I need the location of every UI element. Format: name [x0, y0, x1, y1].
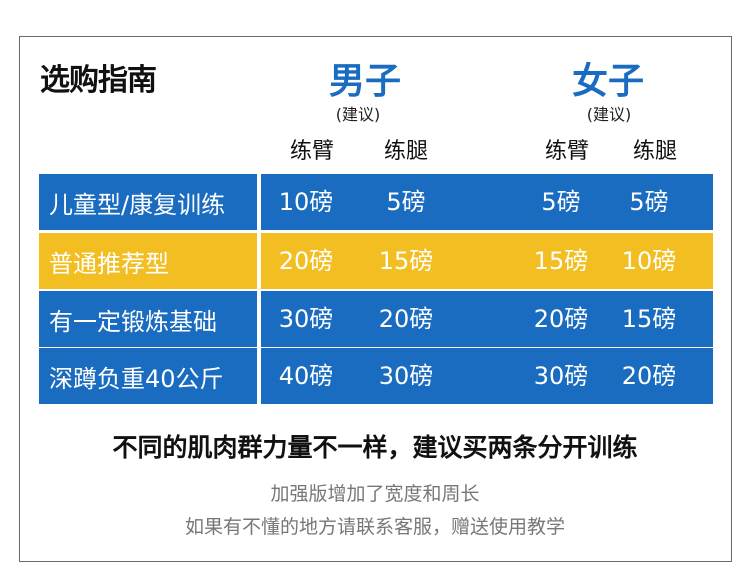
women-arm-value: 5磅	[541, 188, 581, 216]
row-values: 10磅 5磅 5磅 5磅	[261, 174, 713, 230]
table-row: 深蹲负重40公斤 40磅 30磅 30磅 20磅	[39, 348, 713, 404]
women-header: 女子	[571, 61, 644, 102]
men-arm-value: 40磅	[278, 362, 334, 390]
row-label: 普通推荐型	[39, 233, 257, 289]
women-leg-header: 练腿	[632, 139, 677, 164]
row-label: 深蹲负重40公斤	[39, 348, 257, 404]
men-subheader: (建议)	[335, 105, 381, 124]
row-values: 40磅 30磅 30磅 20磅	[261, 348, 713, 404]
men-arm-value: 30磅	[278, 305, 334, 333]
guide-frame	[19, 36, 732, 562]
row-label: 有一定锻炼基础	[39, 291, 257, 347]
men-arm-header: 练臂	[289, 139, 334, 164]
men-arm-value: 10磅	[278, 188, 334, 216]
women-leg-value: 10磅	[621, 247, 677, 275]
women-arm-header: 练臂	[544, 139, 589, 164]
women-arm-value: 15磅	[533, 247, 589, 275]
men-header: 男子	[328, 61, 401, 102]
note-line-1: 加强版增加了宽度和周长	[270, 483, 480, 505]
table-row: 儿童型/康复训练 10磅 5磅 5磅 5磅	[39, 174, 713, 230]
table-row: 有一定锻炼基础 30磅 20磅 20磅 15磅	[39, 291, 713, 347]
main-note: 不同的肌肉群力量不一样，建议买两条分开训练	[112, 433, 638, 462]
women-leg-value: 20磅	[621, 362, 677, 390]
women-arm-value: 20磅	[533, 305, 589, 333]
women-leg-value: 5磅	[629, 188, 669, 216]
men-leg-value: 30磅	[378, 362, 434, 390]
men-leg-value: 20磅	[378, 305, 434, 333]
row-label: 儿童型/康复训练	[39, 174, 257, 230]
page-title: 选购指南	[40, 63, 157, 98]
note-line-2: 如果有不懂的地方请联系客服，赠送使用教学	[184, 516, 565, 538]
row-values: 30磅 20磅 20磅 15磅	[261, 291, 713, 347]
men-leg-value: 15磅	[378, 247, 434, 275]
women-subheader: (建议)	[586, 105, 632, 124]
men-leg-value: 5磅	[386, 188, 426, 216]
row-values: 20磅 15磅 15磅 10磅	[261, 233, 713, 289]
men-leg-header: 练腿	[383, 139, 428, 164]
women-arm-value: 30磅	[533, 362, 589, 390]
women-leg-value: 15磅	[621, 305, 677, 333]
men-arm-value: 20磅	[278, 247, 334, 275]
table-row: 普通推荐型 20磅 15磅 15磅 10磅	[39, 233, 713, 289]
